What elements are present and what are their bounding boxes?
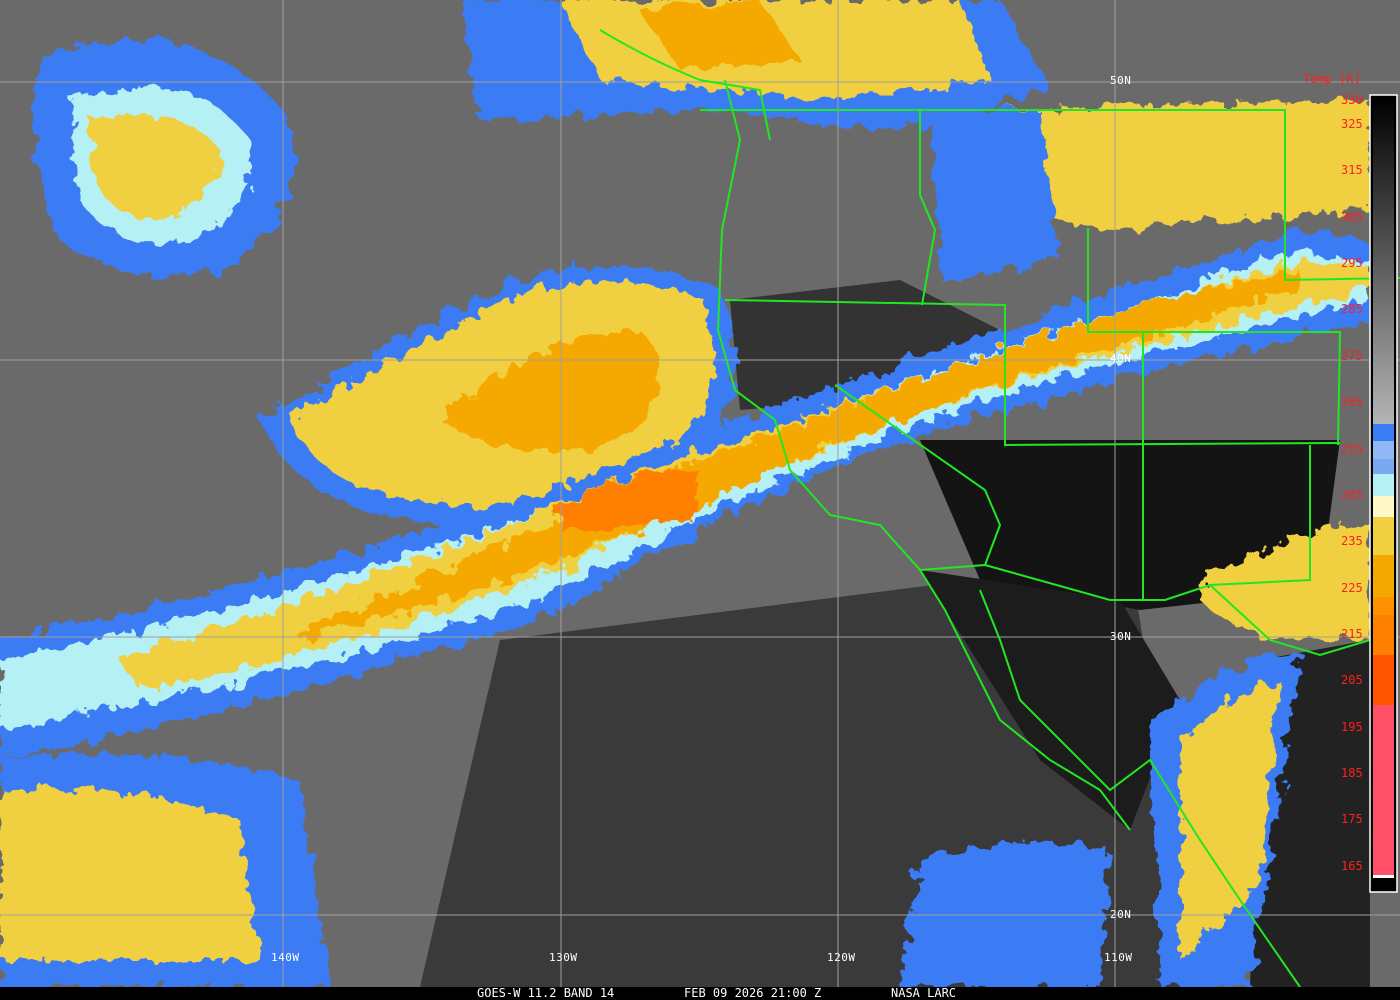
colorbar	[1369, 94, 1398, 893]
lon-label-120w: 120W	[827, 951, 856, 964]
colorbar-tick-label: 195	[1341, 720, 1363, 734]
political-boundaries	[599, 29, 1400, 988]
lon-label-130w: 130W	[549, 951, 578, 964]
colorbar-tick-label: 205	[1341, 673, 1363, 687]
cloud-layer	[0, 0, 1370, 987]
colorbar-tick-label: 330	[1341, 93, 1363, 107]
lon-label-140w: 140W	[271, 951, 300, 964]
colorbar-tick-label: 275	[1341, 349, 1363, 363]
colorbar-tick-label: 295	[1341, 256, 1363, 270]
caption-datetime: FEB 09 2026 21:00 Z	[684, 986, 822, 1000]
colorbar-tick-label: 265	[1341, 395, 1363, 409]
lon-label-110w: 110W	[1104, 951, 1133, 964]
colorbar-tick-label: 215	[1341, 627, 1363, 641]
colorbar-tick-label: 235	[1341, 534, 1363, 548]
colorbar-tick-label: 325	[1341, 117, 1363, 131]
colorbar-tick-label: 225	[1341, 581, 1363, 595]
colorbar-tick-label: 285	[1341, 302, 1363, 316]
colorbar-title: Temp [K]	[1303, 72, 1361, 86]
colorbar-tick-label: 315	[1341, 163, 1363, 177]
colorbar-tick-label: 255	[1341, 442, 1363, 456]
colorbar-tick-label: 185	[1341, 766, 1363, 780]
colorbar-tick-label: 175	[1341, 812, 1363, 826]
caption-source: GOES-W 11.2 BAND 14	[477, 986, 615, 1000]
caption-credit: NASA LARC	[891, 986, 957, 1000]
colorbar-tick-label: 305	[1341, 210, 1363, 224]
caption-bar: GOES-W 11.2 BAND 14 FEB 09 2026 21:00 Z …	[0, 987, 1400, 1000]
colorbar-tick-label: 165	[1341, 859, 1363, 873]
lat-label-30n: 30N	[1110, 630, 1132, 643]
lat-label-20n: 20N	[1110, 908, 1132, 921]
lat-label-40n: 40N	[1110, 352, 1132, 365]
lat-label-50n: 50N	[1110, 74, 1132, 87]
oregon-land	[730, 280, 1000, 410]
colorbar-tick-label: 245	[1341, 488, 1363, 502]
